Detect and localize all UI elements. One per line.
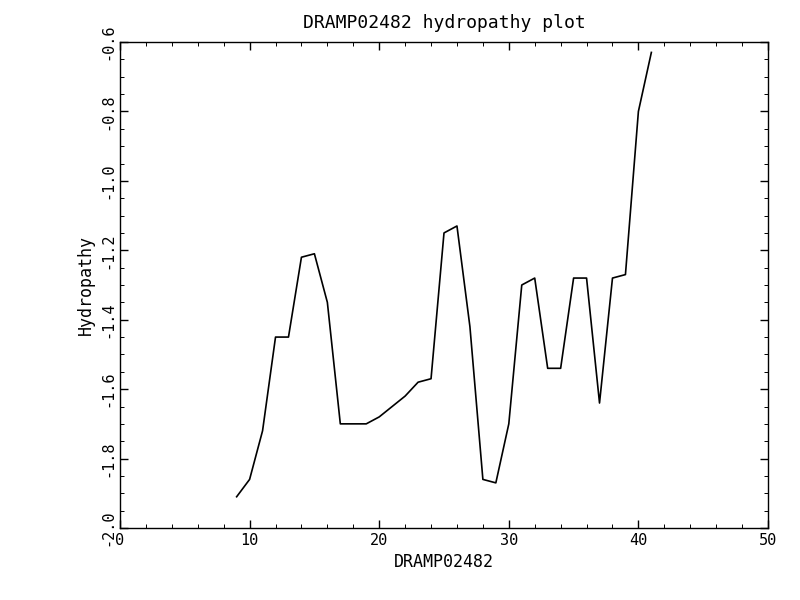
X-axis label: DRAMP02482: DRAMP02482: [394, 553, 494, 571]
Title: DRAMP02482 hydropathy plot: DRAMP02482 hydropathy plot: [302, 14, 586, 32]
Y-axis label: Hydropathy: Hydropathy: [77, 235, 94, 335]
